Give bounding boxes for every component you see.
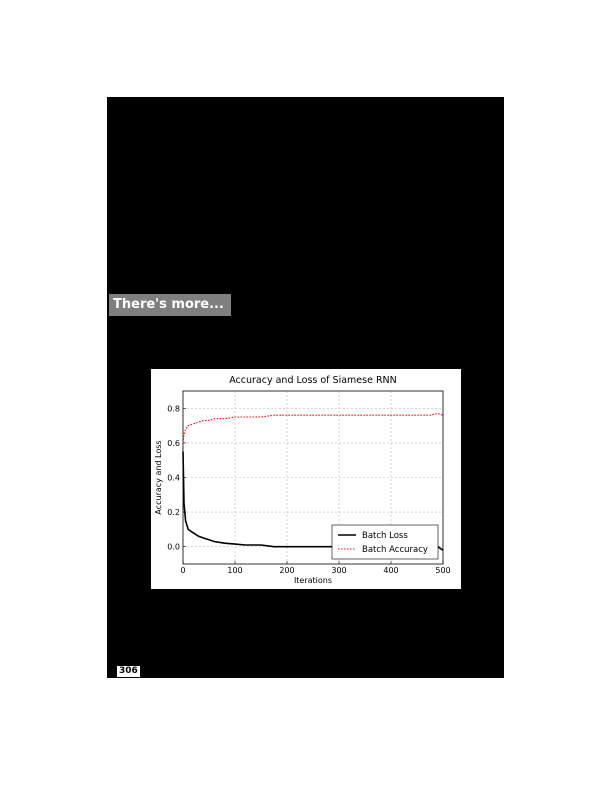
x-tick-label: 300 (331, 566, 346, 575)
section-heading: There's more... (109, 294, 231, 316)
x-tick-label: 200 (279, 566, 294, 575)
legend-entry-1: Batch Accuracy (362, 545, 428, 555)
page-number: 306 (117, 666, 140, 677)
x-axis-label: Iterations (294, 576, 332, 585)
y-tick-label: 0.0 (167, 543, 180, 552)
x-tick-label: 500 (435, 566, 450, 575)
y-tick-label: 0.4 (167, 474, 180, 483)
legend-entry-0: Batch Loss (362, 531, 408, 541)
y-tick-label: 0.2 (167, 508, 180, 517)
series-line-1 (182, 412, 444, 443)
line-chart: 0 100 200 300 400 500 0.0 0.2 0.4 0.6 0.8 Accuracy … (154, 375, 451, 585)
legend-box (331, 524, 439, 560)
y-tick-label: 0.6 (167, 439, 180, 448)
x-tick-label: 400 (383, 566, 398, 575)
x-tick-label: 100 (227, 566, 242, 575)
chart-title: Accuracy and Loss of Siamese RNN (229, 375, 397, 386)
x-tick-label: 0 (180, 566, 185, 575)
y-tick-label: 0.8 (167, 404, 180, 413)
chart-figure: 0 100 200 300 400 500 0.0 0.2 0.4 0.6 0.8 Accuracy … (151, 369, 461, 589)
y-axis-label: Accuracy and Loss (154, 440, 163, 514)
